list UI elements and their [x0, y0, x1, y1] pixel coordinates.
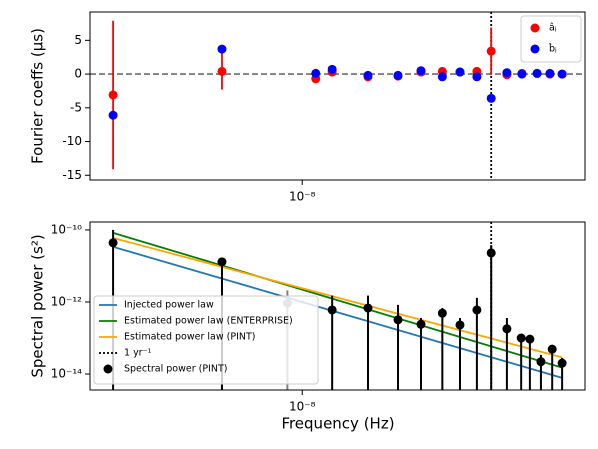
point — [416, 319, 426, 329]
legend-label: Estimated power law (ENTERPRISE) — [124, 316, 293, 327]
point — [327, 305, 337, 315]
x-tick-label: 10⁻⁸ — [289, 400, 316, 414]
legend-label: Spectral power (PINT) — [124, 364, 227, 375]
point — [516, 333, 526, 343]
point — [486, 248, 496, 258]
point — [217, 257, 227, 267]
y-tick-label: -10 — [62, 134, 82, 148]
y-tick-label: 10⁻¹⁰ — [51, 222, 82, 236]
point — [486, 46, 496, 56]
legend-marker — [530, 44, 540, 54]
power-law-line — [112, 231, 563, 369]
y-tick-label: -15 — [62, 168, 82, 182]
point — [536, 357, 546, 367]
point — [311, 68, 321, 78]
point — [437, 72, 447, 82]
point — [455, 320, 465, 330]
legend-label: 1 yr⁻¹ — [124, 348, 152, 359]
legend-label: Estimated power law (PINT) — [124, 332, 256, 343]
power-law-line — [112, 245, 563, 379]
point — [472, 72, 482, 82]
y-tick-label: 10⁻¹² — [51, 294, 82, 308]
x-axis-label: Frequency (Hz) — [281, 415, 394, 433]
point — [486, 93, 496, 103]
point — [502, 68, 512, 78]
point — [472, 305, 482, 315]
point — [393, 315, 403, 325]
point — [217, 66, 227, 76]
point — [502, 324, 512, 334]
legend-marker — [530, 23, 540, 33]
point — [108, 238, 118, 248]
y-tick-label: 10⁻¹⁴ — [51, 367, 82, 381]
point — [363, 70, 373, 80]
point — [532, 68, 542, 78]
point — [108, 90, 118, 100]
y-tick-label: -5 — [70, 100, 82, 114]
point — [327, 64, 337, 74]
point — [108, 110, 118, 120]
point — [547, 344, 557, 354]
point — [557, 69, 567, 79]
y-tick-label: 5 — [74, 33, 82, 47]
legend-marker — [103, 364, 113, 374]
legend-label: Injected power law — [124, 300, 214, 311]
y-axis-label: Fourier coeffs (μs) — [29, 28, 47, 164]
point — [363, 303, 373, 313]
axes-frame — [89, 221, 586, 391]
legend-label: âⱼ — [549, 23, 557, 34]
point — [557, 358, 567, 368]
legend-box — [93, 295, 319, 385]
point — [525, 334, 535, 344]
point — [517, 69, 527, 79]
point — [416, 66, 426, 76]
point — [455, 67, 465, 77]
power-law-line — [112, 237, 563, 359]
y-tick-label: 0 — [74, 67, 82, 81]
point — [437, 308, 447, 318]
point — [217, 44, 227, 54]
plot-area — [90, 12, 585, 180]
point — [393, 70, 403, 80]
point — [545, 68, 555, 78]
x-tick-label: 10⁻⁸ — [289, 190, 316, 204]
y-axis-label: Spectral power (s²) — [29, 234, 47, 377]
legend-label: b̂ⱼ — [549, 43, 557, 55]
axes-frame — [89, 11, 586, 181]
